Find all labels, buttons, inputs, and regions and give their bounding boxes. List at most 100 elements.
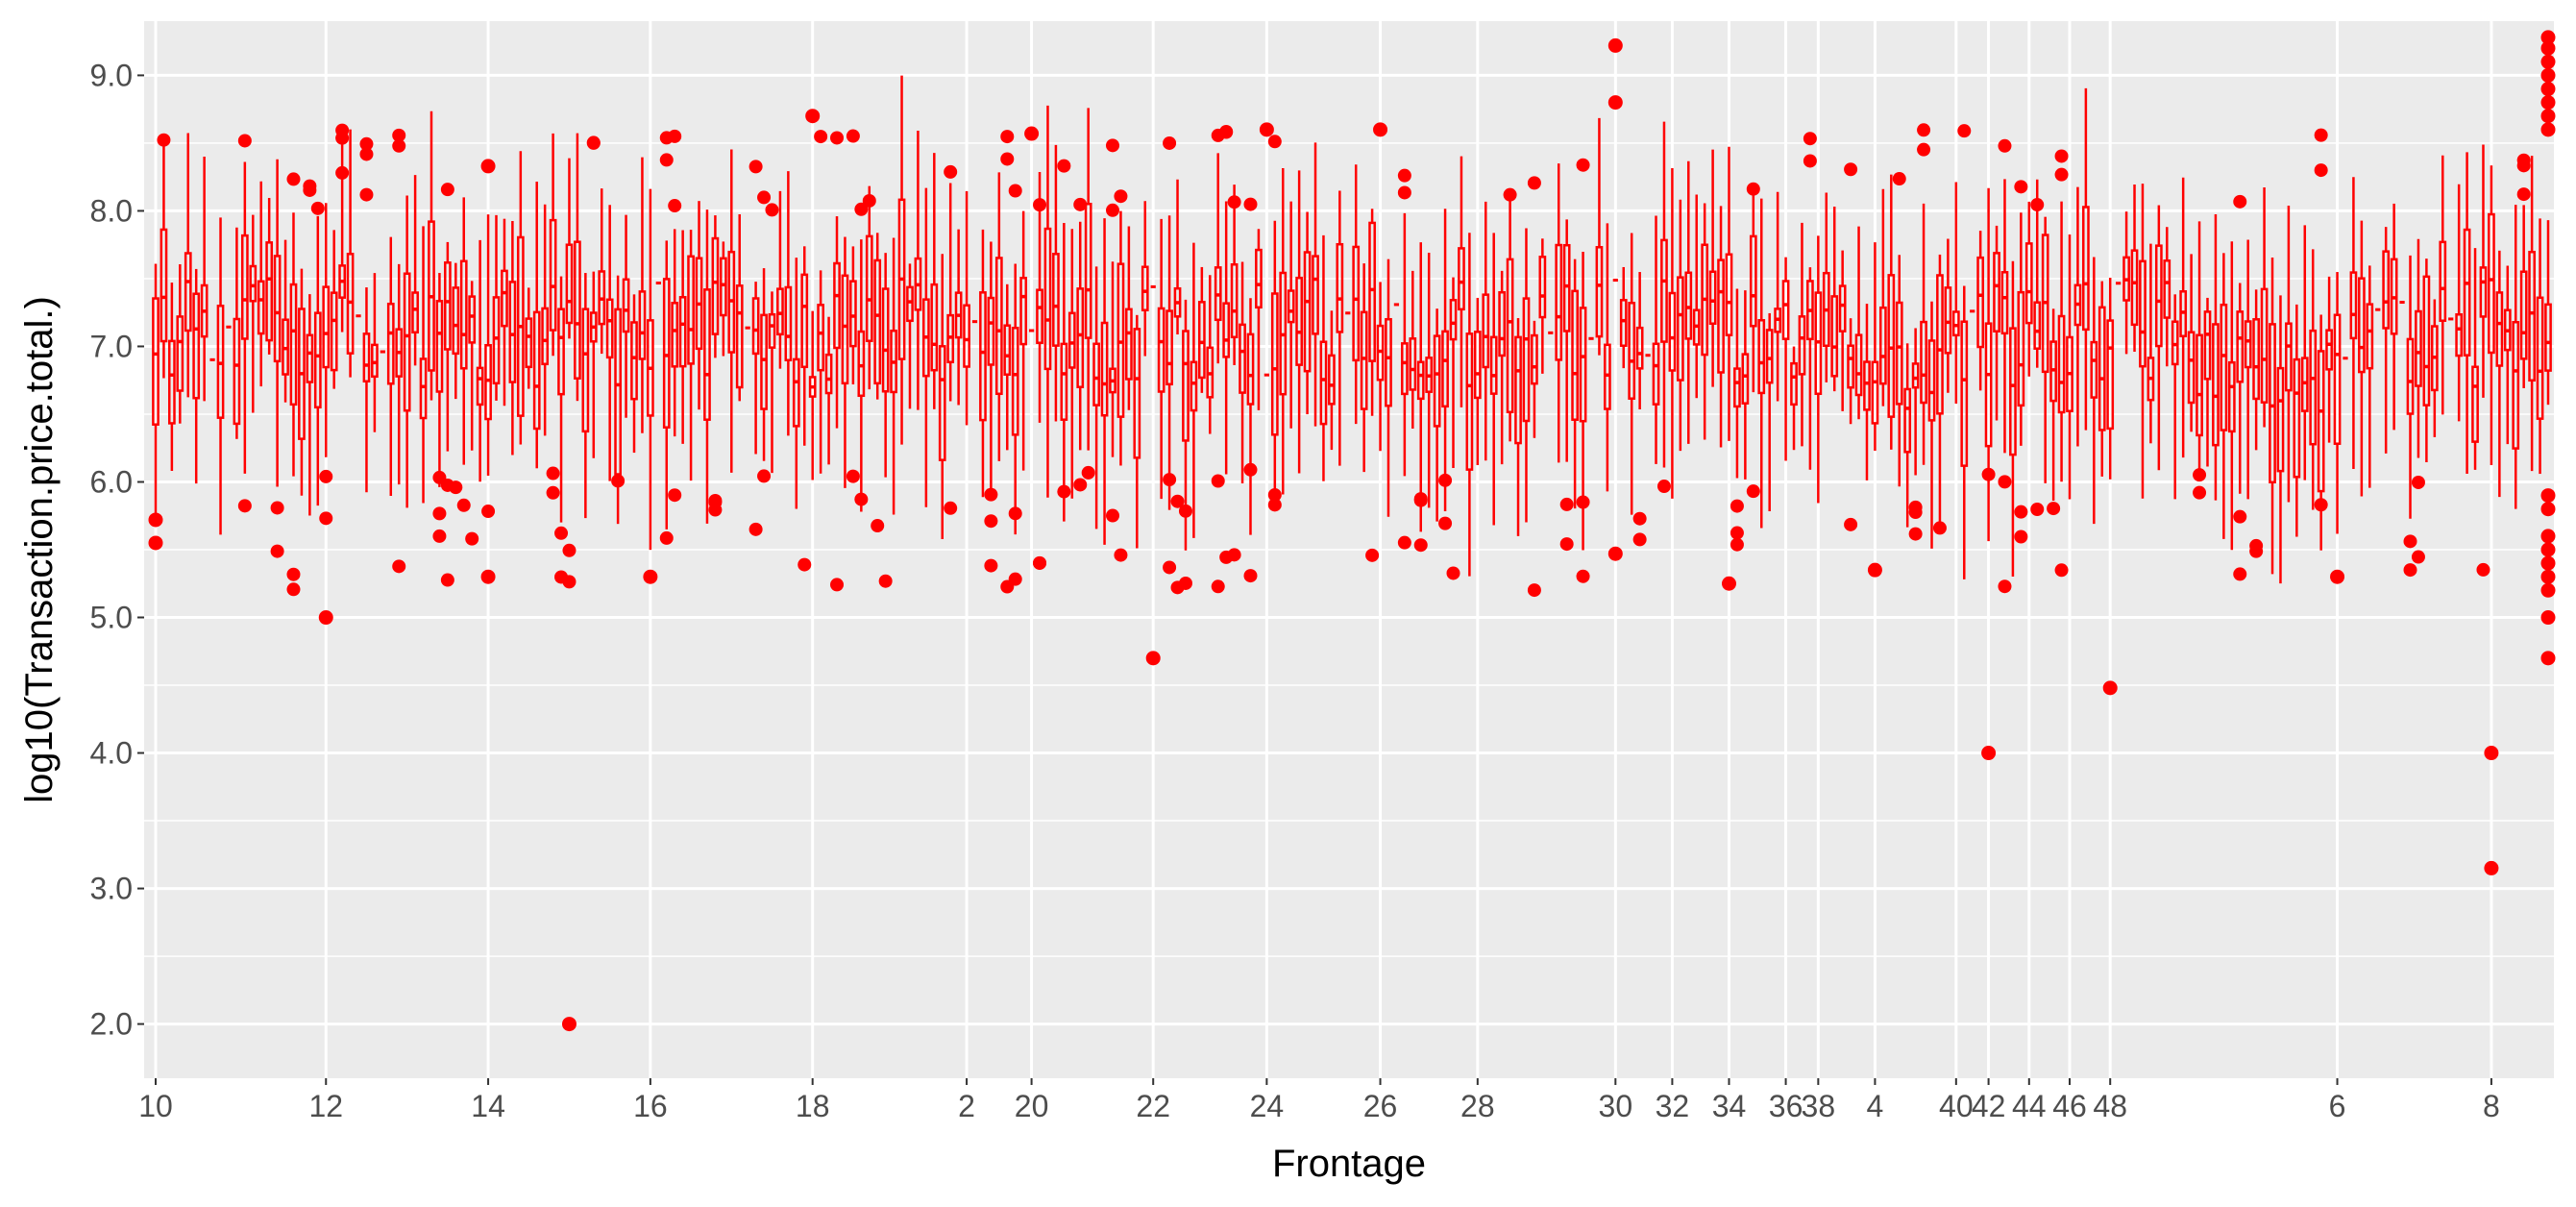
box <box>2536 218 2544 475</box>
box <box>1635 272 1644 410</box>
outlier-point <box>359 136 374 151</box>
x-tick-label: 4 <box>1867 1089 1884 1123</box>
box <box>2017 212 2025 446</box>
outlier-point <box>1730 537 1744 552</box>
x-tick-label: 20 <box>1015 1089 1049 1123</box>
box <box>2422 259 2431 463</box>
box <box>2439 155 2447 415</box>
box <box>946 183 955 402</box>
box <box>1052 144 1060 422</box>
box <box>289 212 298 477</box>
outlier-point <box>2014 180 2028 194</box>
outlier-point <box>1438 473 1453 487</box>
box <box>1239 261 1246 484</box>
y-tick-label: 9.0 <box>90 58 133 92</box>
x-tick-label: 24 <box>1250 1089 1285 1123</box>
box <box>1506 190 1514 442</box>
outlier-point <box>270 501 284 515</box>
box <box>1562 219 1571 462</box>
outlier-point <box>1000 152 1015 166</box>
box <box>1522 228 1531 523</box>
box <box>184 133 192 398</box>
y-axis-ticks: 2.0 3.0 4.0 5.0 6.0 7.0 8.0 9.0 <box>90 58 144 1042</box>
box <box>371 273 379 432</box>
outlier-point <box>1073 197 1088 211</box>
box <box>963 190 970 426</box>
outlier-point <box>2540 502 2556 517</box>
outlier-point <box>1243 462 1258 477</box>
outlier-point <box>1413 492 1428 506</box>
box <box>2544 220 2552 406</box>
outlier-point <box>708 493 723 507</box>
box <box>403 195 411 508</box>
x-tick-label: 6 <box>2329 1089 2346 1123</box>
box <box>792 258 800 509</box>
outlier-point <box>1867 562 1882 578</box>
outlier-point <box>1746 182 1760 196</box>
box <box>1076 221 1085 451</box>
box <box>492 214 501 401</box>
outlier-point <box>319 469 333 483</box>
outlier-point <box>814 130 828 144</box>
outlier-point <box>1106 138 1119 153</box>
outlier-point <box>2540 610 2556 626</box>
box <box>2041 216 2049 483</box>
box <box>938 254 946 540</box>
box <box>1352 164 1361 425</box>
box <box>1951 182 1960 405</box>
outlier-point <box>2540 542 2556 557</box>
box <box>647 188 654 551</box>
box <box>233 227 241 439</box>
outlier-point <box>1227 548 1241 562</box>
outlier-point <box>1576 158 1590 172</box>
outlier-point <box>984 487 998 502</box>
outlier-point <box>335 131 350 145</box>
outlier-point <box>1746 484 1760 499</box>
outlier-point <box>2193 468 2207 482</box>
box <box>695 201 703 410</box>
box <box>2057 201 2066 482</box>
box <box>1619 266 1628 369</box>
box <box>1190 242 1198 538</box>
box <box>1604 223 1611 492</box>
outlier-point <box>1114 189 1128 204</box>
outlier-point <box>1163 473 1177 487</box>
box <box>2000 179 2009 454</box>
outlier-point <box>1163 560 1177 575</box>
box <box>2212 214 2220 501</box>
box <box>1084 108 1092 451</box>
outlier-point <box>359 147 374 161</box>
outlier-point <box>1730 526 1744 540</box>
box <box>1222 201 1231 475</box>
box <box>1270 220 1279 493</box>
box <box>508 220 517 456</box>
box <box>1400 212 1409 477</box>
outlier-point <box>2193 485 2207 500</box>
outlier-point <box>546 485 560 500</box>
outlier-point <box>456 498 471 512</box>
box <box>330 230 338 389</box>
box <box>1765 312 1774 511</box>
box <box>2519 205 2528 388</box>
box <box>890 237 897 515</box>
box <box>1854 226 1863 420</box>
x-tick-label: 10 <box>138 1089 173 1123</box>
box <box>411 175 419 366</box>
y-tick-label: 6.0 <box>90 464 133 499</box>
box <box>2227 241 2236 551</box>
outlier-point <box>1259 122 1274 137</box>
outlier-point <box>2540 82 2556 97</box>
box <box>192 268 201 484</box>
box <box>1109 261 1116 457</box>
box <box>1920 203 1927 465</box>
box <box>1441 209 1449 512</box>
box <box>2406 255 2415 519</box>
outlier-point <box>1844 162 1858 177</box>
box <box>452 262 460 400</box>
box <box>1871 242 1879 452</box>
x-tick-label: 36 <box>1769 1089 1803 1123</box>
outlier-point <box>1908 527 1923 541</box>
outlier-point <box>1267 498 1282 512</box>
box <box>1060 222 1068 522</box>
outlier-point <box>2014 530 2028 544</box>
